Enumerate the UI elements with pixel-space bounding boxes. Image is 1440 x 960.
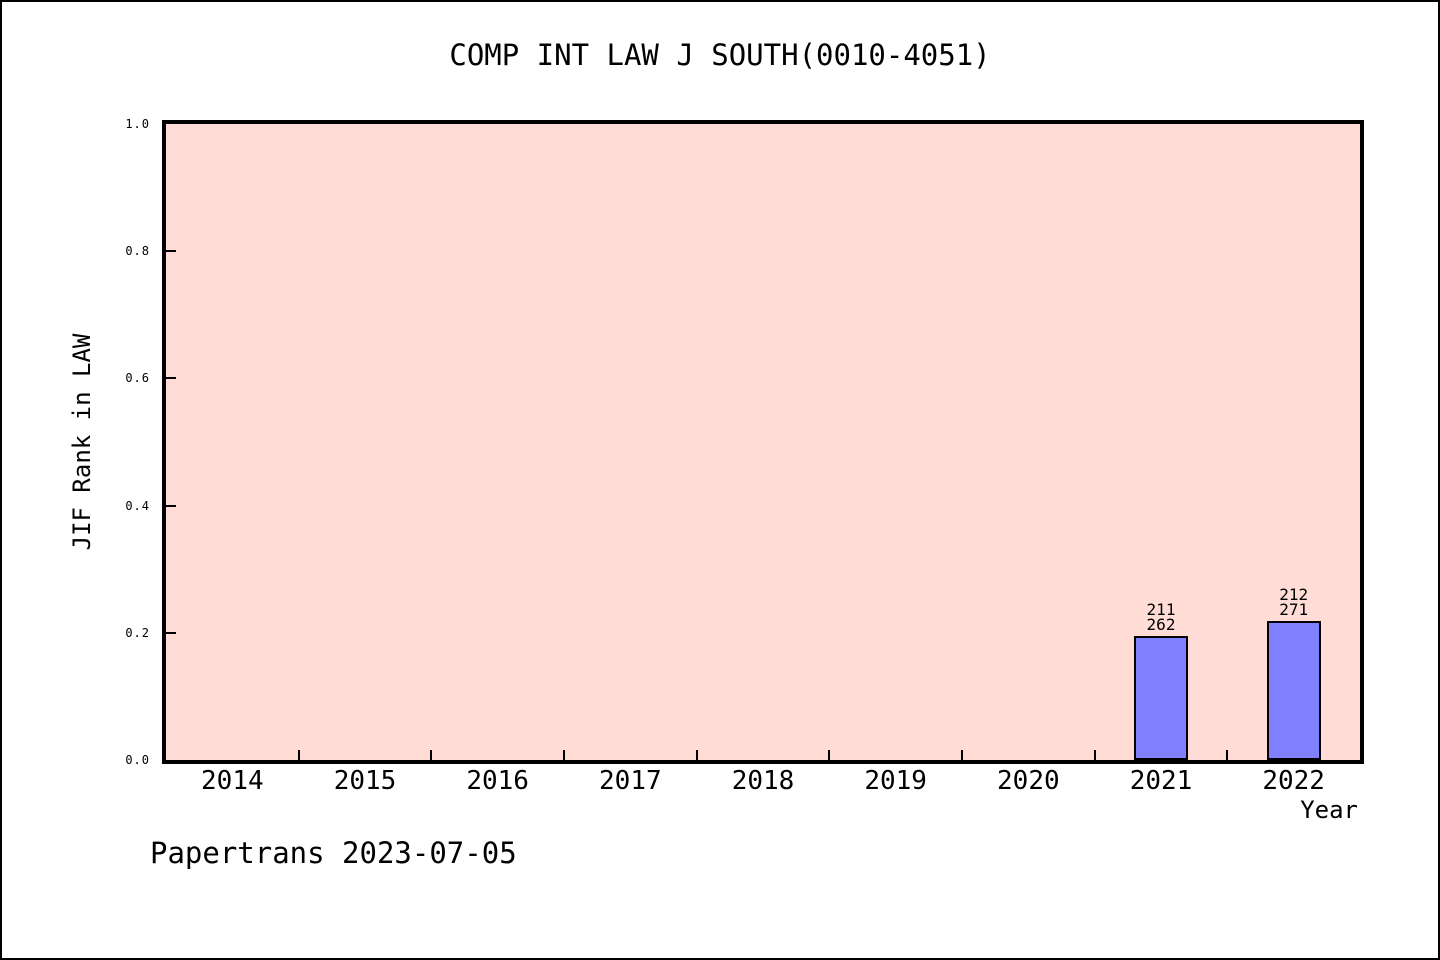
bar-2022 [1266,621,1321,760]
x-tick-label-2020: 2020 [997,766,1060,796]
x-axis-tick [1226,750,1229,760]
x-axis-tick [828,750,831,760]
chart-title: COMP INT LAW J SOUTH(0010-4051) [449,38,991,72]
x-axis-tick [563,750,565,760]
x-axis-tick [430,750,433,760]
x-axis-tick [1093,750,1096,760]
y-tick-label-0.8: 0.8 [125,244,150,259]
x-axis-tick [297,750,300,760]
watermark-text: Papertrans 2023-07-05 [150,836,517,870]
y-tick-labels: 0.0 0.2 0.4 0.6 0.8 1.0 [2,117,156,767]
bar-2021 [1134,635,1188,760]
x-tick-label-2021: 2021 [1129,766,1193,796]
y-tick-label-0.2: 0.2 [125,625,150,640]
x-tick-label-2018: 2018 [731,766,795,796]
x-tick-label-2014: 2014 [201,766,264,796]
x-tick-label-2019: 2019 [864,766,927,796]
x-axis-label: Year [1300,796,1358,824]
y-tick-label-1.0: 1.0 [125,117,150,131]
y-axis-tick [166,377,176,380]
plot-area: 211 262 212 271 [166,124,1360,760]
y-tick-label-0.6: 0.6 [125,371,150,386]
x-axis-tick [961,750,963,760]
bar-value-label-2021: 211 262 [1146,599,1176,634]
x-tick-label-2022: 2022 [1262,766,1325,796]
x-tick-label-2016: 2016 [466,766,529,796]
y-tick-label-0.0: 0.0 [125,753,150,767]
y-axis-tick [166,631,176,634]
x-axis-tick [695,750,698,760]
y-tick-label-0.4: 0.4 [125,498,150,513]
x-tick-labels: 2014 2015 2016 2017 2018 2019 2020 2021 2022 [166,766,1360,806]
y-axis-tick [166,504,176,507]
bar-value-label-2022: 212 271 [1279,585,1309,620]
y-axis-tick [166,250,176,253]
x-tick-label-2017: 2017 [599,766,662,796]
x-tick-label-2015: 2015 [333,766,397,796]
